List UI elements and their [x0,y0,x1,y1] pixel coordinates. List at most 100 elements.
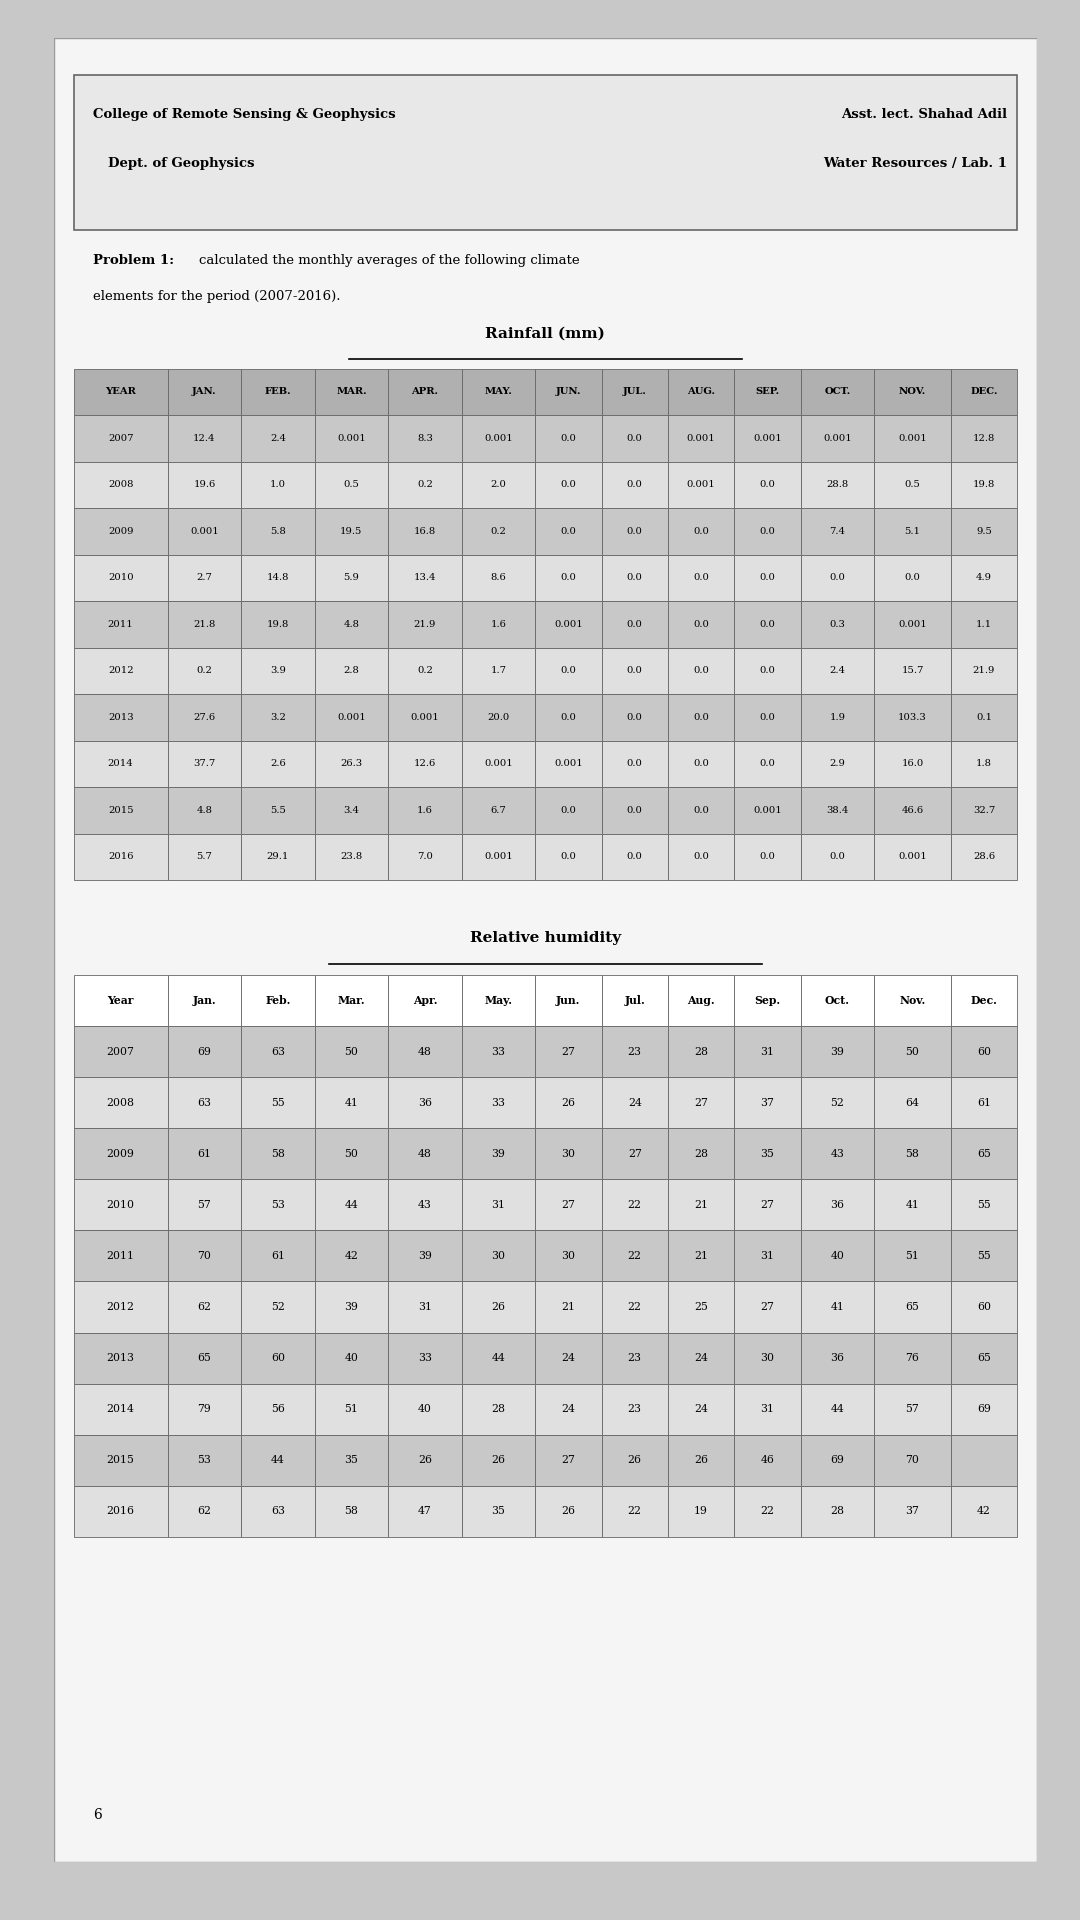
Bar [800,1025,874,1077]
Bar [314,1077,388,1129]
Bar [800,695,874,741]
Text: Oct.: Oct. [825,995,850,1006]
Bar [461,1486,536,1536]
Bar [874,1384,950,1434]
Text: 22: 22 [760,1507,774,1517]
Text: 0.0: 0.0 [759,760,775,768]
Bar [167,1129,241,1179]
Text: 46: 46 [760,1455,774,1465]
Bar [73,369,167,415]
Bar [314,695,388,741]
Bar [314,1129,388,1179]
Text: 0.0: 0.0 [561,806,577,814]
Text: Jul.: Jul. [624,995,645,1006]
Text: APR.: APR. [411,388,438,396]
Text: 43: 43 [418,1200,432,1210]
Text: 0.0: 0.0 [693,574,710,582]
Text: 0.0: 0.0 [626,852,643,862]
Bar [167,461,241,509]
Text: 58: 58 [271,1148,285,1160]
Text: 2.6: 2.6 [270,760,286,768]
Bar [536,601,602,647]
Bar [950,509,1017,555]
Text: 0.001: 0.001 [899,852,927,862]
Bar [602,695,667,741]
Bar [241,1077,314,1129]
Text: 12.8: 12.8 [973,434,995,444]
Bar [800,555,874,601]
Text: 61: 61 [977,1098,991,1108]
Bar [461,601,536,647]
Bar [667,647,734,695]
Bar [73,1434,167,1486]
Bar [388,461,461,509]
Text: 2013: 2013 [107,1354,135,1363]
Bar [734,509,800,555]
Bar [667,1281,734,1332]
Bar [461,509,536,555]
Text: 0.001: 0.001 [484,852,513,862]
Text: 35: 35 [491,1507,505,1517]
Bar [950,833,1017,879]
Text: 36: 36 [418,1098,432,1108]
Bar [314,787,388,833]
Text: 0.0: 0.0 [759,480,775,490]
Bar [167,1077,241,1129]
Text: 0.001: 0.001 [753,434,782,444]
Text: 20.0: 20.0 [487,712,510,722]
Text: 2007: 2007 [108,434,133,444]
Bar [73,601,167,647]
Text: 103.3: 103.3 [899,712,927,722]
Text: 69: 69 [198,1046,212,1056]
Bar [73,833,167,879]
Bar [73,1281,167,1332]
Text: Jan.: Jan. [192,995,216,1006]
Bar [602,647,667,695]
Bar [667,1025,734,1077]
Text: 0.001: 0.001 [823,434,852,444]
Bar [800,1384,874,1434]
Bar [314,1384,388,1434]
Text: 35: 35 [345,1455,359,1465]
Text: 76: 76 [905,1354,919,1363]
Bar [167,833,241,879]
Bar [241,975,314,1025]
Text: 4.9: 4.9 [976,574,991,582]
Bar [314,415,388,461]
Text: 65: 65 [905,1302,919,1311]
Bar [667,975,734,1025]
Bar [950,1384,1017,1434]
Text: 21.8: 21.8 [193,620,216,630]
Text: 0.0: 0.0 [693,852,710,862]
Text: 79: 79 [198,1404,212,1415]
Bar [874,601,950,647]
Bar [800,1231,874,1281]
Text: 9.5: 9.5 [976,526,991,536]
Text: 27.6: 27.6 [193,712,215,722]
Text: College of Remote Sensing & Geophysics: College of Remote Sensing & Geophysics [93,108,396,121]
Text: 0.3: 0.3 [829,620,846,630]
Bar [667,1332,734,1384]
Text: 43: 43 [831,1148,845,1160]
Text: 33: 33 [491,1046,505,1056]
Bar [461,1434,536,1486]
Text: 7.0: 7.0 [417,852,433,862]
Text: 0.0: 0.0 [626,712,643,722]
Text: 26: 26 [418,1455,432,1465]
Text: May.: May. [485,995,512,1006]
Bar [314,509,388,555]
Bar [73,1332,167,1384]
Text: AUG.: AUG. [687,388,715,396]
Bar [167,1434,241,1486]
Text: 6.7: 6.7 [490,806,507,814]
Bar [667,601,734,647]
Text: 1.7: 1.7 [490,666,507,676]
Text: 2014: 2014 [108,760,134,768]
Bar [167,741,241,787]
Bar [874,787,950,833]
Text: 23: 23 [627,1046,642,1056]
Bar [950,695,1017,741]
Text: 0.001: 0.001 [410,712,440,722]
Bar [602,555,667,601]
Bar [602,369,667,415]
